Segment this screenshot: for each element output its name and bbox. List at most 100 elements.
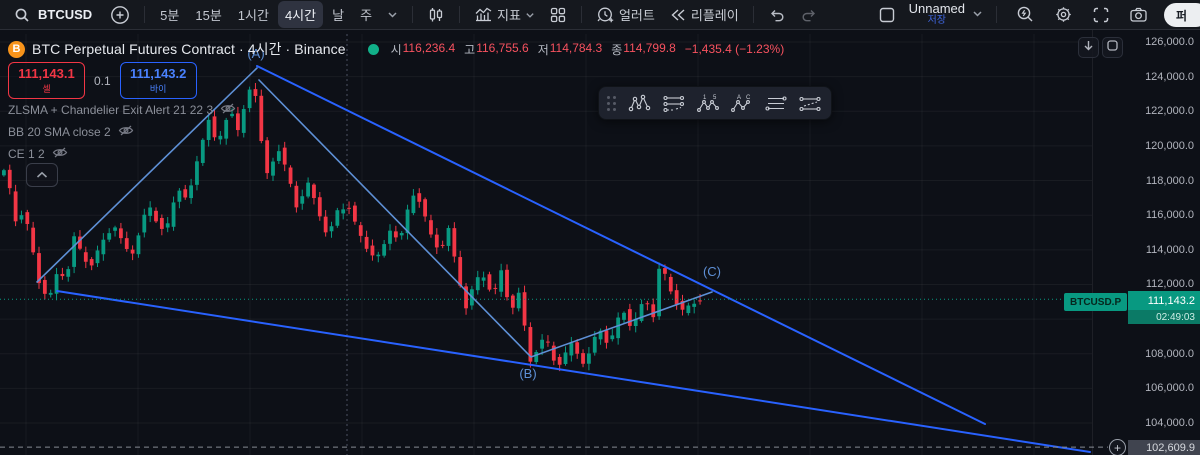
candle-body <box>516 292 521 309</box>
parallel-channel-tool[interactable] <box>759 90 792 117</box>
single-layout-icon <box>878 6 896 24</box>
interval-4h-active[interactable]: 4시간 <box>277 1 324 28</box>
candle-body <box>622 312 626 320</box>
chart-pane[interactable]: (A) (B) (C) B BTC Perpetual Futures Contra… <box>0 30 1200 455</box>
buy-button[interactable]: 111,143.2 바이 <box>119 62 197 99</box>
symbol-search-button[interactable]: BTCUSD <box>8 4 102 26</box>
trendline-triangle-left-side[interactable] <box>36 67 258 283</box>
candle-body <box>212 116 217 138</box>
redo-button[interactable] <box>794 3 824 27</box>
candlestick-style-icon <box>427 6 445 24</box>
interval-day[interactable]: 날 <box>332 8 345 23</box>
interval-5m[interactable]: 5분 <box>160 8 180 23</box>
candle-body <box>429 220 433 235</box>
layout-name-save[interactable]: Unnamed 저장 <box>909 2 965 26</box>
symbol-name[interactable]: BTCUSD <box>38 7 93 22</box>
legend-collapse-button[interactable] <box>26 163 58 187</box>
settings-button[interactable] <box>1048 2 1079 27</box>
candle-body <box>639 304 644 321</box>
legend-ce-title[interactable]: CE 1 2 <box>8 147 45 161</box>
top-toolbar: BTCUSD 5분 15분 1시간 4시간 날 주 지표 얼러트 <box>0 0 1200 30</box>
candle-body <box>481 277 486 281</box>
candle-body <box>592 336 597 353</box>
candle-body <box>259 95 264 142</box>
undo-button[interactable] <box>762 3 792 27</box>
drag-handle[interactable] <box>607 95 616 111</box>
indicators-button[interactable]: 지표 <box>468 2 541 27</box>
disjoint-channel-tool[interactable] <box>793 90 826 117</box>
layout-select-button[interactable] <box>872 3 902 27</box>
screenshot-button[interactable] <box>1123 3 1154 26</box>
low-value: 114,784.3 <box>549 40 603 55</box>
xabcd-pattern-tool[interactable] <box>623 90 656 117</box>
publish-button[interactable]: 퍼 <box>1164 3 1200 27</box>
compare-add-button[interactable] <box>104 2 136 28</box>
candle-body <box>698 300 702 302</box>
replay-button[interactable]: 리플레이 <box>663 2 745 27</box>
layout-chevron-icon[interactable] <box>972 6 983 24</box>
candle-body <box>458 257 463 286</box>
scroll-to-latest-button[interactable] <box>1078 37 1099 58</box>
eye-hidden-icon[interactable] <box>220 102 236 118</box>
interval-1h[interactable]: 1시간 <box>237 8 269 23</box>
legend-bb-title[interactable]: BB 20 SMA close 2 <box>8 125 111 139</box>
chart-style-button[interactable] <box>421 3 451 27</box>
candle-body <box>136 235 141 255</box>
trendline-abc-zigzag[interactable] <box>258 79 713 358</box>
market-status-dot[interactable] <box>367 43 379 55</box>
candle-body <box>206 119 211 140</box>
candle-body <box>177 190 182 202</box>
candle-body <box>183 189 188 198</box>
candle-body <box>388 230 392 244</box>
candle-body <box>534 352 539 363</box>
candlestick-chart[interactable]: (A) (B) (C) <box>0 30 1200 455</box>
indicator-legend: ZLSMA + Chandelier Exit Alert 21 22 3 BB… <box>8 99 236 165</box>
eye-hidden-icon[interactable] <box>52 146 68 162</box>
plus-circle-icon <box>110 5 130 25</box>
alert-label: 얼러트 <box>618 8 655 23</box>
legend-row-zlsma[interactable]: ZLSMA + Chandelier Exit Alert 21 22 3 <box>8 99 236 121</box>
candle-body <box>540 339 544 349</box>
quick-search-button[interactable] <box>1010 2 1041 27</box>
candle-body <box>423 199 427 217</box>
wave-label-B: (B) <box>519 366 536 381</box>
candle-body <box>218 135 223 140</box>
interval-15m[interactable]: 15분 <box>195 8 222 23</box>
add-alert-plus-icon[interactable]: + <box>1109 439 1126 455</box>
eye-hidden-icon[interactable] <box>118 124 134 140</box>
alarm-clock-plus-icon <box>596 5 615 24</box>
candle-body <box>317 197 322 217</box>
candle-body <box>616 317 621 339</box>
price-axis[interactable]: 126,000.0 124,000.0 122,000.0 120,000.0 118,… <box>1092 30 1200 455</box>
interval-menu-chevron[interactable] <box>381 6 404 23</box>
layout-name[interactable]: Unnamed <box>908 1 965 17</box>
trend-lines-tool[interactable] <box>657 90 690 117</box>
redo-icon <box>800 6 818 24</box>
wave-label-C: (C) <box>703 264 721 279</box>
save-link[interactable]: 저장 <box>927 15 947 27</box>
svg-text:5: 5 <box>713 95 717 101</box>
candle-body <box>657 268 661 317</box>
chart-title[interactable]: BTC Perpetual Futures Contract · 4시간 · B… <box>32 41 346 57</box>
legend-row-bb[interactable]: BB 20 SMA close 2 <box>8 121 236 143</box>
candle-body <box>645 303 650 305</box>
alert-button[interactable]: 얼러트 <box>590 2 661 27</box>
ohlc-values: 시 116,236.4 고 116,755.6 저 114,784.3 종 114,79… <box>391 41 785 58</box>
maximize-pane-button[interactable] <box>1102 37 1123 58</box>
sell-button[interactable]: 111,143.1 셀 <box>8 62 85 99</box>
bitcoin-icon: B <box>8 40 25 58</box>
trendline-wedge-upper[interactable] <box>256 65 986 425</box>
legend-row-ce[interactable]: CE 1 2 <box>8 143 236 165</box>
chevron-up-icon <box>36 166 48 184</box>
candle-body <box>247 89 252 109</box>
candle-body <box>7 169 12 189</box>
interval-week[interactable]: 주 <box>360 8 373 23</box>
trendline-wedge-lower[interactable] <box>56 290 1091 453</box>
multichart-layout-button[interactable] <box>543 3 573 27</box>
legend-zlsma-title[interactable]: ZLSMA + Chandelier Exit Alert 21 22 3 <box>8 103 214 117</box>
candle-body <box>475 277 480 291</box>
fullscreen-button[interactable] <box>1086 3 1116 27</box>
